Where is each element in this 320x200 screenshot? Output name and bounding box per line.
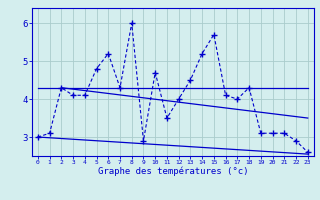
X-axis label: Graphe des températures (°c): Graphe des températures (°c) <box>98 167 248 176</box>
